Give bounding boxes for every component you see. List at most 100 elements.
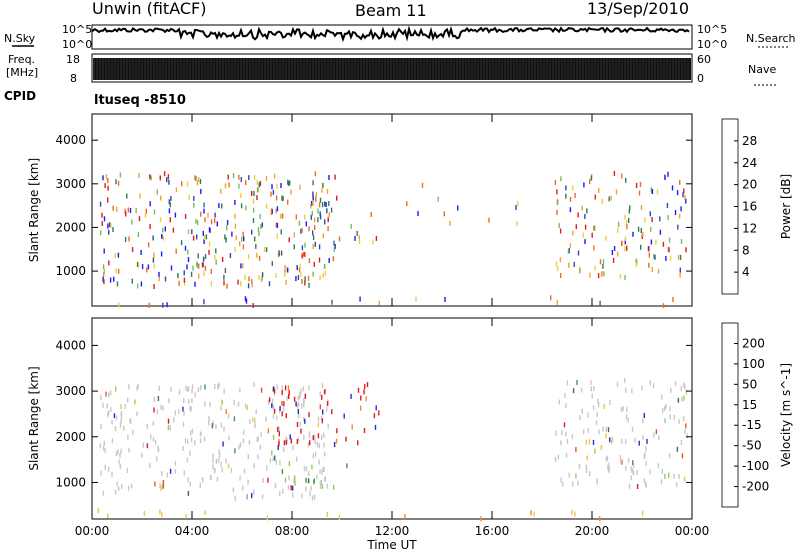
power-data-cell <box>223 280 225 286</box>
velocity-data-cell <box>242 438 245 444</box>
velocity-data-cell <box>333 442 336 447</box>
power-data-cell <box>280 213 282 219</box>
velocity-data-cell <box>234 495 236 501</box>
velocity-data-cell <box>220 461 222 467</box>
power-data-cell <box>198 273 200 279</box>
power-data-cell <box>256 195 258 201</box>
velocity-data-cell <box>326 483 329 489</box>
velocity-data-cell <box>197 387 200 392</box>
velocity-data-cell <box>216 476 219 482</box>
power-data-cell <box>556 200 559 206</box>
power-data-cell <box>141 264 144 270</box>
velocity-data-cell <box>187 477 189 483</box>
power-data-cell <box>242 263 244 269</box>
power-data-cell <box>268 281 271 287</box>
velocity-data-cell <box>593 386 595 392</box>
velocity-data-cell <box>685 423 687 429</box>
power-data-cell <box>186 181 189 187</box>
power-data-cell <box>301 253 303 259</box>
power-data-cell <box>298 220 301 226</box>
power-data-cell <box>204 265 207 271</box>
velocity-data-cell <box>297 409 299 414</box>
power-data-cell <box>574 193 576 198</box>
velocity-data-cell <box>657 463 660 469</box>
velocity-colorbar-tick-label: -50 <box>742 439 762 453</box>
velocity-data-cell <box>287 485 290 491</box>
power-data-cell <box>183 277 186 283</box>
power-data-cell <box>372 239 374 245</box>
velocity-data-cell <box>301 403 303 409</box>
power-data-cell <box>299 184 301 190</box>
power-data-cell <box>310 203 312 209</box>
velocity-data-cell <box>271 450 273 456</box>
velocity-data-cell <box>146 423 148 429</box>
velocity-data-cell <box>107 412 109 418</box>
velocity-data-cell <box>652 383 655 388</box>
power-data-cell <box>597 273 600 279</box>
velocity-data-cell <box>309 491 311 497</box>
velocity-data-cell <box>319 484 322 489</box>
power-data-cell <box>598 187 600 193</box>
power-data-cell <box>302 251 305 257</box>
power-data-cell <box>312 244 314 249</box>
velocity-data-cell <box>223 388 225 394</box>
power-data-cell <box>649 211 651 217</box>
power-data-cell <box>228 182 230 188</box>
power-data-cell <box>550 295 552 301</box>
power-data-cell <box>324 219 326 225</box>
velocity-data-cell <box>345 436 347 442</box>
velocity-data-cell <box>167 418 170 424</box>
velocity-data-cell <box>317 433 320 439</box>
velocity-data-cell <box>105 391 107 397</box>
power-data-cell <box>258 274 260 280</box>
velocity-data-cell <box>318 459 320 465</box>
velocity-data-cell <box>218 452 221 458</box>
power-data-cell <box>204 254 207 260</box>
velocity-data-cell <box>288 390 290 395</box>
velocity-data-cell <box>591 393 593 399</box>
power-data-cell <box>168 179 170 185</box>
power-data-cell <box>356 230 358 236</box>
power-data-cell <box>599 300 601 306</box>
velocity-data-cell <box>321 383 324 389</box>
velocity-data-cell <box>136 411 138 417</box>
power-data-cell <box>635 262 638 267</box>
power-data-cell <box>287 179 289 185</box>
power-data-cell <box>312 235 315 241</box>
velocity-data-cell <box>187 386 190 392</box>
velocity-data-cell <box>292 492 294 498</box>
power-data-cell <box>319 214 322 220</box>
velocity-data-cell <box>102 402 104 408</box>
velocity-data-cell <box>273 386 275 392</box>
power-data-cell <box>160 195 162 201</box>
power-data-cell <box>322 233 324 239</box>
power-data-cell <box>632 231 634 237</box>
velocity-data-cell <box>233 399 235 405</box>
velocity-data-cell <box>183 470 185 476</box>
power-data-cell <box>221 257 224 262</box>
power-data-cell <box>193 202 195 208</box>
power-data-cell <box>215 248 217 254</box>
velocity-data-cell <box>620 459 622 465</box>
power-data-cell <box>131 278 133 284</box>
velocity-data-cell <box>281 411 283 417</box>
power-data-cell <box>261 222 263 228</box>
power-data-cell <box>137 232 140 238</box>
velocity-data-cell <box>568 472 570 478</box>
velocity-data-cell <box>565 431 567 437</box>
velocity-x-tick-label: 00:00 <box>675 524 710 538</box>
velocity-data-cell <box>645 460 647 466</box>
velocity-data-cell <box>308 412 310 418</box>
velocity-data-cell <box>260 387 263 393</box>
power-data-cell <box>102 276 104 282</box>
power-data-cell <box>194 281 196 287</box>
power-data-cell <box>118 302 120 308</box>
velocity-data-cell <box>194 392 196 398</box>
velocity-data-cell <box>225 409 227 415</box>
power-data-cell <box>642 231 644 237</box>
power-data-cell <box>318 257 321 263</box>
velocity-data-cell <box>649 380 651 386</box>
velocity-data-cell <box>319 404 321 410</box>
power-data-cell <box>226 225 228 231</box>
velocity-data-cell <box>100 395 102 401</box>
